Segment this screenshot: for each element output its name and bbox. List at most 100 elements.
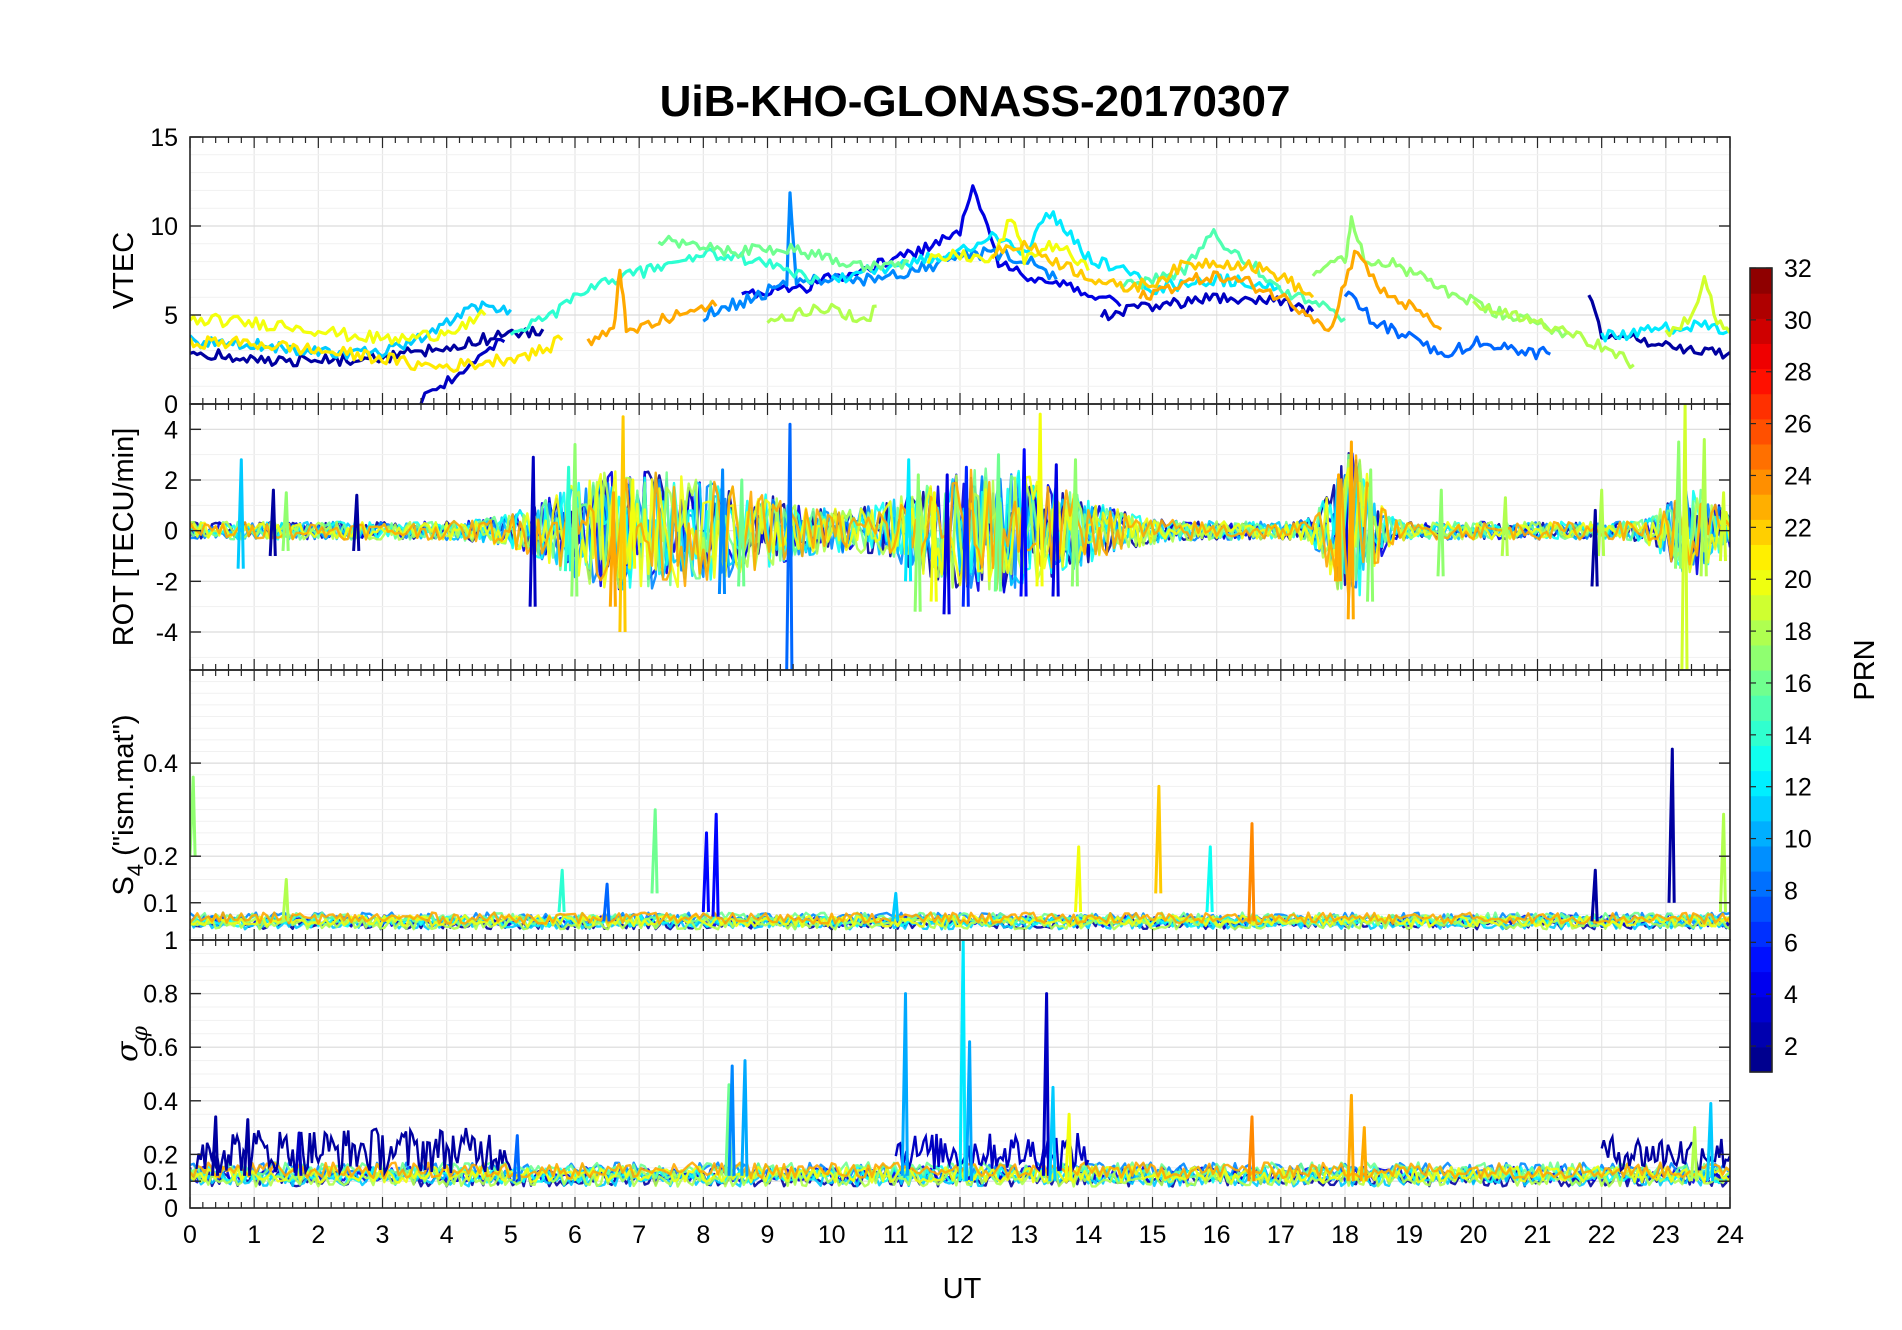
- panel-rot-spike-19: [1019, 448, 1028, 597]
- panel-s4-ytick-label: 0.4: [143, 750, 178, 778]
- colorbar-segment: [1750, 569, 1772, 596]
- colorbar-segment: [1750, 544, 1772, 571]
- x-tick-label: 20: [1459, 1221, 1487, 1249]
- colorbar-segment: [1750, 946, 1772, 973]
- colorbar-segment: [1750, 644, 1772, 671]
- panel-rot-spike-22: [1070, 458, 1079, 587]
- x-tick-label: 18: [1331, 1221, 1359, 1249]
- panel-rot-ytick-label: 0: [164, 518, 178, 546]
- vtec-series-prn-18: [766, 302, 877, 324]
- panel-s4-spike-6: [711, 812, 720, 917]
- panel-rot-spike-2: [281, 491, 290, 551]
- panel-rot-spike-20: [1035, 412, 1044, 587]
- panel-s4-spike-9: [1154, 784, 1163, 894]
- x-tick-label: 24: [1716, 1221, 1744, 1249]
- panel-sigma_phi-spike-10: [1041, 992, 1050, 1176]
- panel-rot-spike-12: [785, 422, 794, 670]
- panel-sigma_phi-spike-14: [1346, 1093, 1355, 1182]
- panel-s4-spike-8: [1074, 845, 1083, 913]
- colorbar-segment: [1750, 820, 1772, 847]
- colorbar-segment: [1750, 871, 1772, 897]
- colorbar-segment: [1750, 418, 1772, 445]
- vtec-series-prn-22: [990, 239, 1315, 299]
- panel-s4-spike-10: [1205, 845, 1214, 913]
- panel-s4-spike-3: [602, 882, 611, 922]
- panel-vtec-ytick-label: 10: [150, 213, 178, 241]
- panel-rot-ytick-label: -4: [156, 619, 178, 647]
- x-tick-label: 11: [883, 1221, 909, 1249]
- panel-rot-spike-1: [268, 488, 277, 557]
- panel-rot-ytick-label: 4: [164, 416, 178, 444]
- colorbar-segment: [1750, 343, 1772, 370]
- panel-rot-spike-14: [913, 473, 922, 612]
- vtec-series-prn-2: [190, 325, 545, 368]
- vtec-series-prn-21: [190, 334, 564, 373]
- colorbar-segment: [1750, 896, 1772, 922]
- panel-rot-spike-17: [961, 465, 970, 607]
- colorbar-tick-label: 32: [1784, 255, 1812, 283]
- colorbar-segment: [1750, 268, 1772, 294]
- vtec-series-prn-16: [657, 234, 910, 273]
- panel-rot-plot: [190, 404, 1730, 670]
- colorbar-tick-label: 18: [1784, 618, 1812, 646]
- panel-sigma_phi-band-prn-3: [894, 1132, 1090, 1173]
- panel-rot-spike-29: [1590, 508, 1599, 587]
- panel-sigma_phi-spike-6: [740, 1059, 749, 1176]
- colorbar-segment: [1750, 795, 1772, 822]
- colorbar-segment: [1750, 1021, 1772, 1048]
- panel-sigma_phi-spike-5: [727, 1064, 736, 1176]
- panel-s4-spike-14: [1718, 812, 1727, 913]
- panel-vtec-ytick-label: 15: [150, 124, 178, 152]
- panel-sigma_phi-ytick-label: 0.6: [143, 1034, 178, 1062]
- panel-sigma_phi-spike-17: [1690, 1126, 1699, 1182]
- colorbar-segment: [1750, 996, 1772, 1023]
- x-tick-label: 12: [946, 1221, 974, 1249]
- panel-vtec-ylabel: VTEC: [108, 232, 140, 309]
- panel-rot-spike-26: [1436, 488, 1445, 577]
- x-tick-label: 10: [818, 1221, 846, 1249]
- panel-s4-spike-13: [1667, 747, 1676, 903]
- panel-sigma_phi-spike-15: [1359, 1126, 1368, 1182]
- panel-s4-spike-0: [190, 775, 197, 857]
- panel-rot-ylabel: ROT [TECU/min]: [108, 428, 140, 647]
- panel-sigma_phi-spike-16: [1706, 1102, 1715, 1182]
- vtec-series-prn-20: [190, 309, 487, 346]
- panel-s4-spike-7: [891, 891, 900, 922]
- panel-rot-spike-27: [1500, 496, 1509, 557]
- panel-s4-trace-prn-23: [190, 911, 1730, 925]
- panel-rot-spike-5: [563, 465, 572, 572]
- colorbar-tick-label: 22: [1784, 514, 1812, 542]
- panel-s4-ytick-label: 0.1: [143, 890, 178, 918]
- colorbar-tick-label: 10: [1784, 826, 1812, 854]
- vtec-series-prn-18: [1472, 299, 1635, 370]
- colorbar-tick-label: 14: [1784, 722, 1812, 750]
- panel-rot-spike-9: [628, 478, 637, 569]
- colorbar-segment: [1750, 293, 1772, 319]
- panel-sigma_phi-spike-9: [964, 1040, 973, 1182]
- panel-rot-ytick-label: -2: [156, 568, 178, 596]
- panel-rot-trace-prn-23: [190, 454, 1730, 602]
- vtec-series-prn-14: [509, 247, 820, 336]
- x-tick-label: 1: [247, 1221, 261, 1249]
- panel-rot-spike-0: [236, 458, 245, 569]
- panel-vtec-ytick-label: 5: [164, 302, 178, 330]
- panel-rot-spike-7: [608, 491, 617, 607]
- vtec-series-prn-12: [1600, 319, 1730, 343]
- panel-rot-spike-3: [352, 493, 361, 551]
- x-tick-label: 4: [440, 1221, 454, 1249]
- colorbar-tick-label: 30: [1784, 307, 1812, 335]
- panel-rot-spike-11: [737, 478, 746, 587]
- colorbar-tick-label: 20: [1784, 566, 1812, 594]
- x-tick-label: 13: [1010, 1221, 1038, 1249]
- colorbar-segment: [1750, 443, 1772, 470]
- colorbar-tick-label: 28: [1784, 359, 1812, 387]
- colorbar-segment: [1750, 745, 1772, 772]
- vtec-series-prn-19: [1664, 275, 1730, 338]
- colorbar-tick-label: 16: [1784, 670, 1812, 698]
- panel-rot-spike-23: [1333, 473, 1342, 582]
- panel-rot-spike-13: [904, 458, 913, 582]
- panel-rot-spike-10: [717, 468, 726, 595]
- vtec-series-prn-2: [1587, 294, 1730, 360]
- colorbar-segment: [1750, 494, 1772, 520]
